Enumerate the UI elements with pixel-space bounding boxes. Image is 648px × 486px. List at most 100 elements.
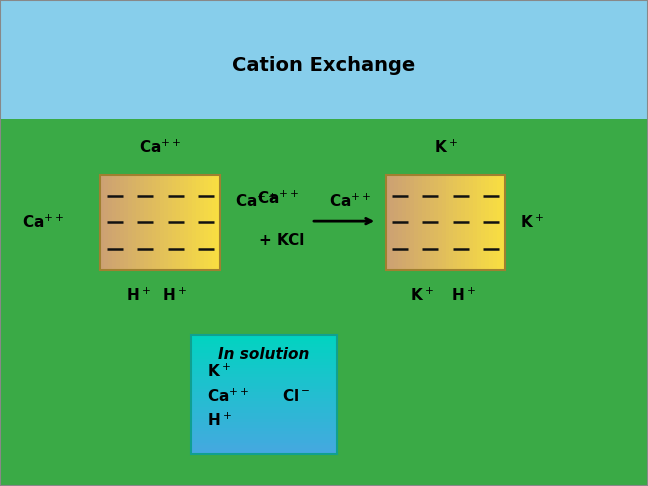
Bar [457, 175, 462, 270]
Bar [191, 340, 337, 344]
Bar [184, 175, 189, 270]
Bar [191, 391, 337, 395]
Bar [180, 175, 185, 270]
Bar [441, 175, 446, 270]
Text: Ca$^{++}$: Ca$^{++}$ [139, 139, 181, 156]
Bar [152, 175, 157, 270]
Bar [191, 412, 337, 416]
Bar [465, 175, 470, 270]
Bar [450, 175, 454, 270]
Bar [121, 175, 125, 270]
Bar [494, 175, 498, 270]
Bar [191, 415, 337, 419]
Bar [117, 175, 121, 270]
Bar [430, 175, 434, 270]
Bar [108, 175, 113, 270]
Bar [191, 445, 337, 449]
Bar [191, 349, 337, 353]
Text: H$^+$: H$^+$ [451, 287, 476, 304]
Bar [148, 175, 153, 270]
Bar [204, 175, 209, 270]
Bar [191, 417, 337, 422]
Text: Ca$^{++}$: Ca$^{++}$ [329, 193, 371, 210]
Bar [485, 175, 490, 270]
Text: H$^+$: H$^+$ [207, 412, 232, 429]
Bar [191, 388, 337, 392]
Bar [191, 451, 337, 454]
Bar [0, 0, 648, 119]
Bar [191, 435, 337, 439]
Bar [191, 343, 337, 347]
Bar [481, 175, 486, 270]
Bar [386, 175, 505, 270]
Bar [191, 352, 337, 356]
Bar [446, 175, 450, 270]
Bar [191, 379, 337, 383]
Bar [502, 175, 506, 270]
Text: K$^+$: K$^+$ [410, 287, 434, 304]
Bar [192, 175, 197, 270]
Bar [191, 400, 337, 404]
Bar [191, 424, 337, 428]
Bar [191, 385, 337, 389]
Bar [426, 175, 430, 270]
Bar [141, 175, 145, 270]
Bar [191, 367, 337, 371]
Text: K$^+$: K$^+$ [434, 139, 457, 156]
Bar [191, 358, 337, 362]
Bar [410, 175, 414, 270]
Bar [128, 175, 133, 270]
Bar [191, 364, 337, 368]
Bar [393, 175, 398, 270]
Text: Cl$^-$: Cl$^-$ [281, 388, 310, 404]
Bar [191, 376, 337, 380]
Bar [145, 175, 149, 270]
Bar [406, 175, 410, 270]
Bar [100, 175, 220, 270]
Bar [213, 175, 217, 270]
Bar [208, 175, 213, 270]
Bar [156, 175, 161, 270]
Bar [191, 394, 337, 398]
Bar [474, 175, 478, 270]
Bar [191, 337, 337, 341]
Bar [165, 175, 169, 270]
Bar [397, 175, 402, 270]
Bar [191, 403, 337, 407]
Bar [191, 361, 337, 365]
Bar [191, 382, 337, 386]
Bar [191, 355, 337, 359]
Bar [191, 430, 337, 434]
Bar [191, 433, 337, 436]
Bar [421, 175, 426, 270]
Bar [191, 370, 337, 374]
Text: Ca$^{++}$: Ca$^{++}$ [235, 193, 277, 210]
Bar [489, 175, 494, 270]
Bar [191, 441, 337, 446]
Text: Ca$^{++}$: Ca$^{++}$ [207, 387, 249, 405]
Text: Ca$^{++}$: Ca$^{++}$ [23, 214, 65, 231]
Bar [191, 335, 337, 454]
Bar [402, 175, 406, 270]
Bar [200, 175, 205, 270]
Bar [168, 175, 173, 270]
Bar [113, 175, 117, 270]
Bar [176, 175, 181, 270]
Bar [216, 175, 221, 270]
Bar [434, 175, 438, 270]
Bar [132, 175, 137, 270]
Bar [104, 175, 109, 270]
Text: K$^+$: K$^+$ [207, 363, 231, 381]
Text: Ca$^{++}$: Ca$^{++}$ [257, 189, 300, 207]
Text: + KCl: + KCl [259, 233, 305, 248]
Bar [498, 175, 502, 270]
Bar [191, 346, 337, 350]
Bar [191, 397, 337, 401]
Bar [437, 175, 442, 270]
Bar [172, 175, 177, 270]
Bar [469, 175, 474, 270]
Bar [191, 448, 337, 451]
Bar [160, 175, 165, 270]
Bar [478, 175, 482, 270]
Text: H$^+$: H$^+$ [126, 287, 151, 304]
